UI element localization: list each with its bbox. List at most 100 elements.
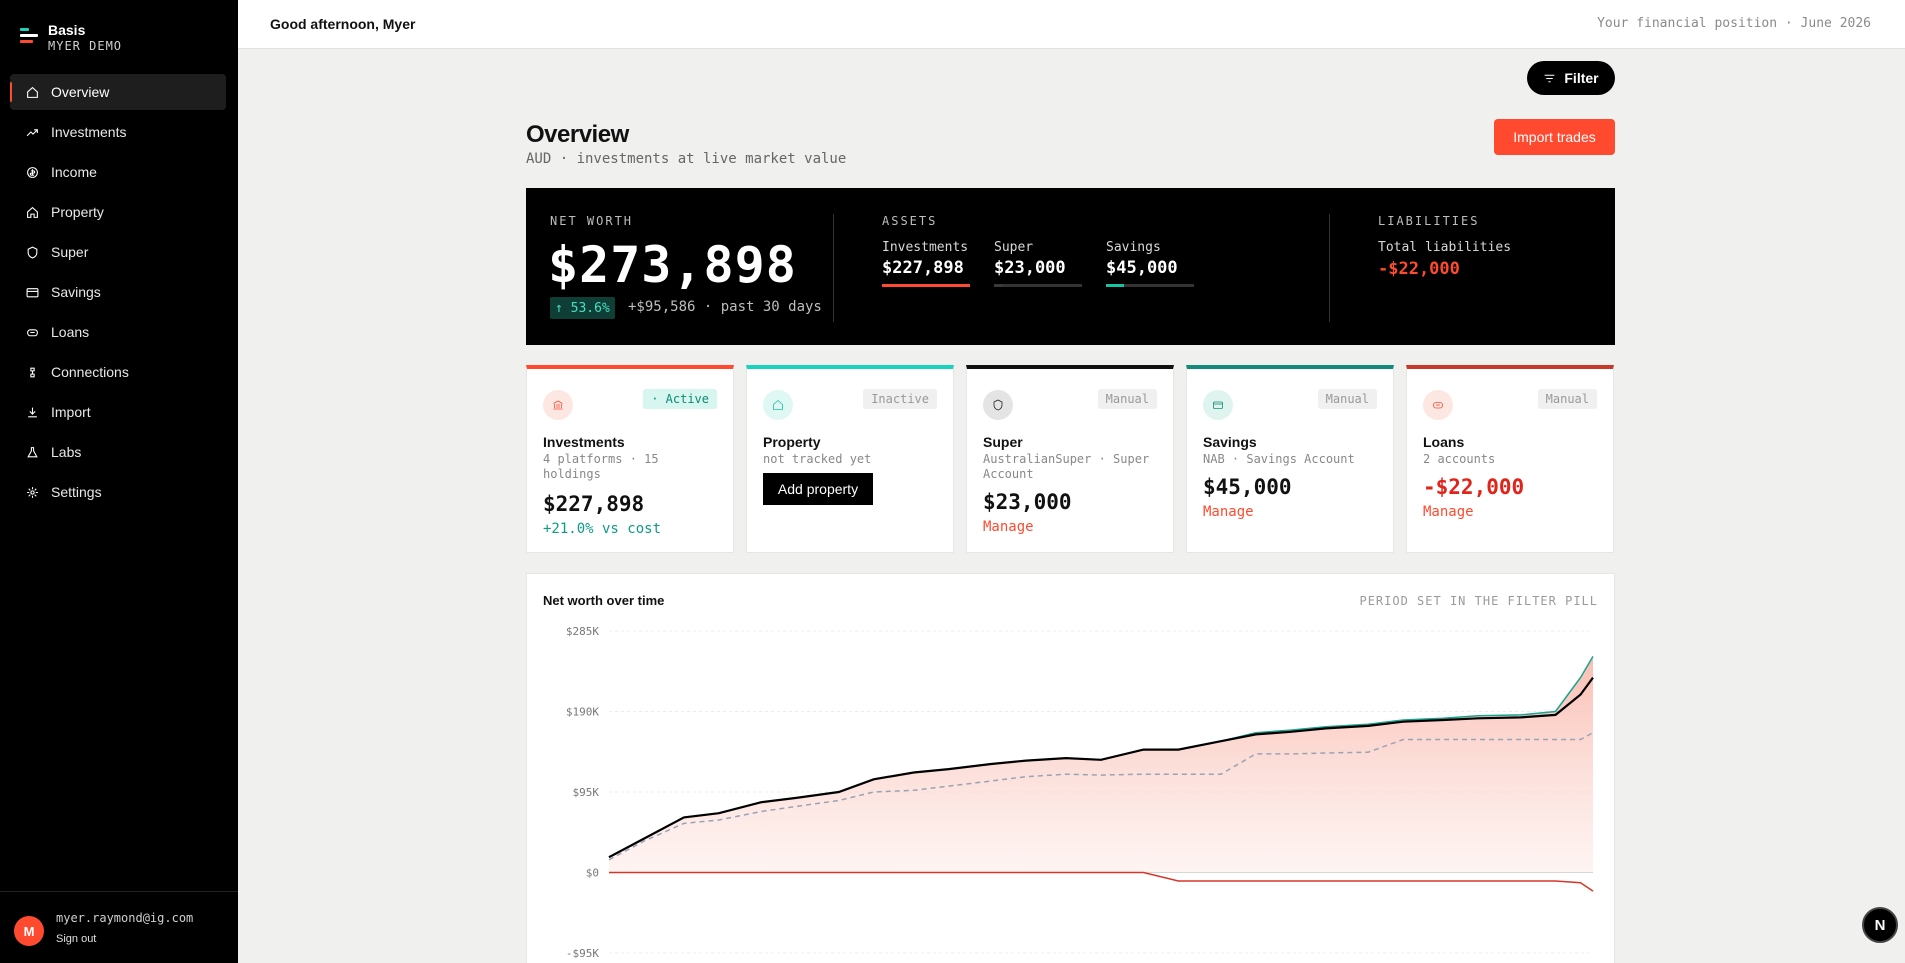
sidebar-item-loans[interactable]: Loans [10,314,226,350]
brand-name: Basis [48,22,86,38]
status-badge: · Active [643,389,717,409]
loan-icon [1423,390,1453,420]
status-badge: Manual [1097,389,1157,409]
user-email: myer.raymond@ig.com [56,911,194,925]
liabilities-value: -$22,000 [1378,259,1460,279]
manage-link[interactable]: Manage [983,519,1034,535]
series-line-1 [608,676,1594,859]
divider [1329,214,1330,322]
sidebar-item-label: Investments [51,124,127,140]
download-icon [28,407,37,417]
sidebar-item-investments[interactable]: Investments [10,114,226,150]
import-trades-button[interactable]: Import trades [1494,119,1615,155]
top-bar: Good afternoon, Myer Your financial posi… [238,0,1905,49]
asset-bar [882,284,970,287]
manage-link[interactable]: Manage [1423,504,1474,520]
area-fill [609,656,1593,873]
card-value: $227,898 [543,492,645,516]
filter-icon [1545,74,1555,82]
status-badge: Manual [1537,389,1597,409]
brand[interactable]: Basis MYER DEMO [20,22,122,53]
asset-value: $227,898 [882,258,964,278]
card-subtitle: AustralianSuper · Super Account [983,452,1150,481]
shield-icon [27,245,38,258]
basis-logo-icon [20,28,38,46]
y-tick-label: $285K [566,625,599,638]
avatar[interactable]: M [14,916,44,946]
change-badge: ↑ 53.6% [550,297,615,319]
sidebar-item-label: Savings [51,284,101,300]
sidebar-item-income[interactable]: Income [10,154,226,190]
card-title: Investments [543,434,625,450]
filter-button[interactable]: Filter [1527,61,1615,95]
sidebar-item-labs[interactable]: Labs [10,434,226,470]
sidebar-item-super[interactable]: Super [10,234,226,270]
card-subtitle: NAB · Savings Account [1203,452,1355,466]
filter-label: Filter [1564,70,1599,86]
sidebar-item-label: Import [51,404,91,420]
asset-bar [994,284,1082,287]
sidebar-item-overview[interactable]: Overview [10,74,226,110]
y-tick-label: -$95K [566,947,599,960]
liabilities-name: Total liabilities [1378,240,1512,255]
card-savings[interactable]: Manual Savings NAB · Savings Account $45… [1186,365,1394,553]
manage-link[interactable]: Manage [1203,504,1254,520]
sidebar-item-label: Loans [51,324,90,340]
sidebar-item-label: Labs [51,444,82,460]
sidebar-item-label: Connections [51,364,129,380]
y-tick-label: $95K [573,786,600,799]
brand-sub: MYER DEMO [48,39,123,53]
house-icon [763,390,793,420]
card-property[interactable]: Inactive Property not tracked yet Add pr… [746,365,954,553]
net-worth-chart-card: Net worth over time PERIOD SET IN THE FI… [526,573,1615,963]
trend-icon [26,128,38,136]
link-icon [30,367,35,377]
card-value: $23,000 [983,490,1072,514]
loan-icon [27,328,38,336]
sidebar-item-settings[interactable]: Settings [10,474,226,510]
sidebar-item-savings[interactable]: Savings [10,274,226,310]
y-tick-label: $0 [586,867,599,880]
card-value: $45,000 [1203,475,1292,499]
sidebar-item-label: Settings [51,484,102,500]
card-subtitle: not tracked yet [763,452,872,466]
add-property-button[interactable]: Add property [763,473,873,505]
assets-label: ASSETS [882,214,938,228]
card-note: +21.0% vs cost [543,521,662,537]
liabilities-label: LIABILITIES [1378,214,1480,228]
card-super[interactable]: Manual Super AustralianSuper · Super Acc… [966,365,1174,553]
chart-title: Net worth over time [543,593,665,608]
greeting: Good afternoon, Myer [270,16,416,32]
shield-icon [983,390,1013,420]
net-worth-chart[interactable]: $285K $190K $95K $0 -$95K [527,574,1616,963]
card-subtitle: 4 platforms · 15 holdings [543,452,659,481]
sidebar-item-label: Income [51,164,97,180]
sidebar-item-label: Overview [51,84,110,100]
card-loans[interactable]: Manual Loans 2 accounts -$22,000 Manage [1406,365,1614,553]
sidebar: Basis MYER DEMO Overview Investments Inc… [0,0,238,963]
series-line-2 [608,732,1594,861]
card-title: Loans [1423,434,1465,450]
card-title: Super [983,434,1023,450]
asset-super: Super $23,000 [994,240,1082,287]
sidebar-item-property[interactable]: Property [10,194,226,230]
n-badge-button[interactable]: N [1862,907,1898,943]
chart-note: PERIOD SET IN THE FILTER PILL [1359,594,1598,608]
status-badge: Manual [1317,389,1377,409]
asset-name: Investments [882,240,969,255]
net-worth-label: NET WORTH [550,214,634,228]
wallet-icon [1203,390,1233,420]
wallet-icon [26,287,39,297]
sidebar-item-connections[interactable]: Connections [10,354,226,390]
divider [833,214,834,322]
financial-position-label: Your financial position · June 2026 [1597,16,1871,31]
user-panel: M myer.raymond@ig.com Sign out [0,891,238,963]
page-title: Overview [526,121,629,148]
sidebar-item-import[interactable]: Import [10,394,226,430]
page-subtitle: AUD · investments at live market value [526,151,847,167]
sign-out-link[interactable]: Sign out [56,933,97,945]
home-icon [27,86,38,98]
card-investments[interactable]: · Active Investments 4 platforms · 15 ho… [526,365,734,553]
gear-icon [27,486,38,498]
asset-savings: Savings $45,000 [1106,240,1194,287]
